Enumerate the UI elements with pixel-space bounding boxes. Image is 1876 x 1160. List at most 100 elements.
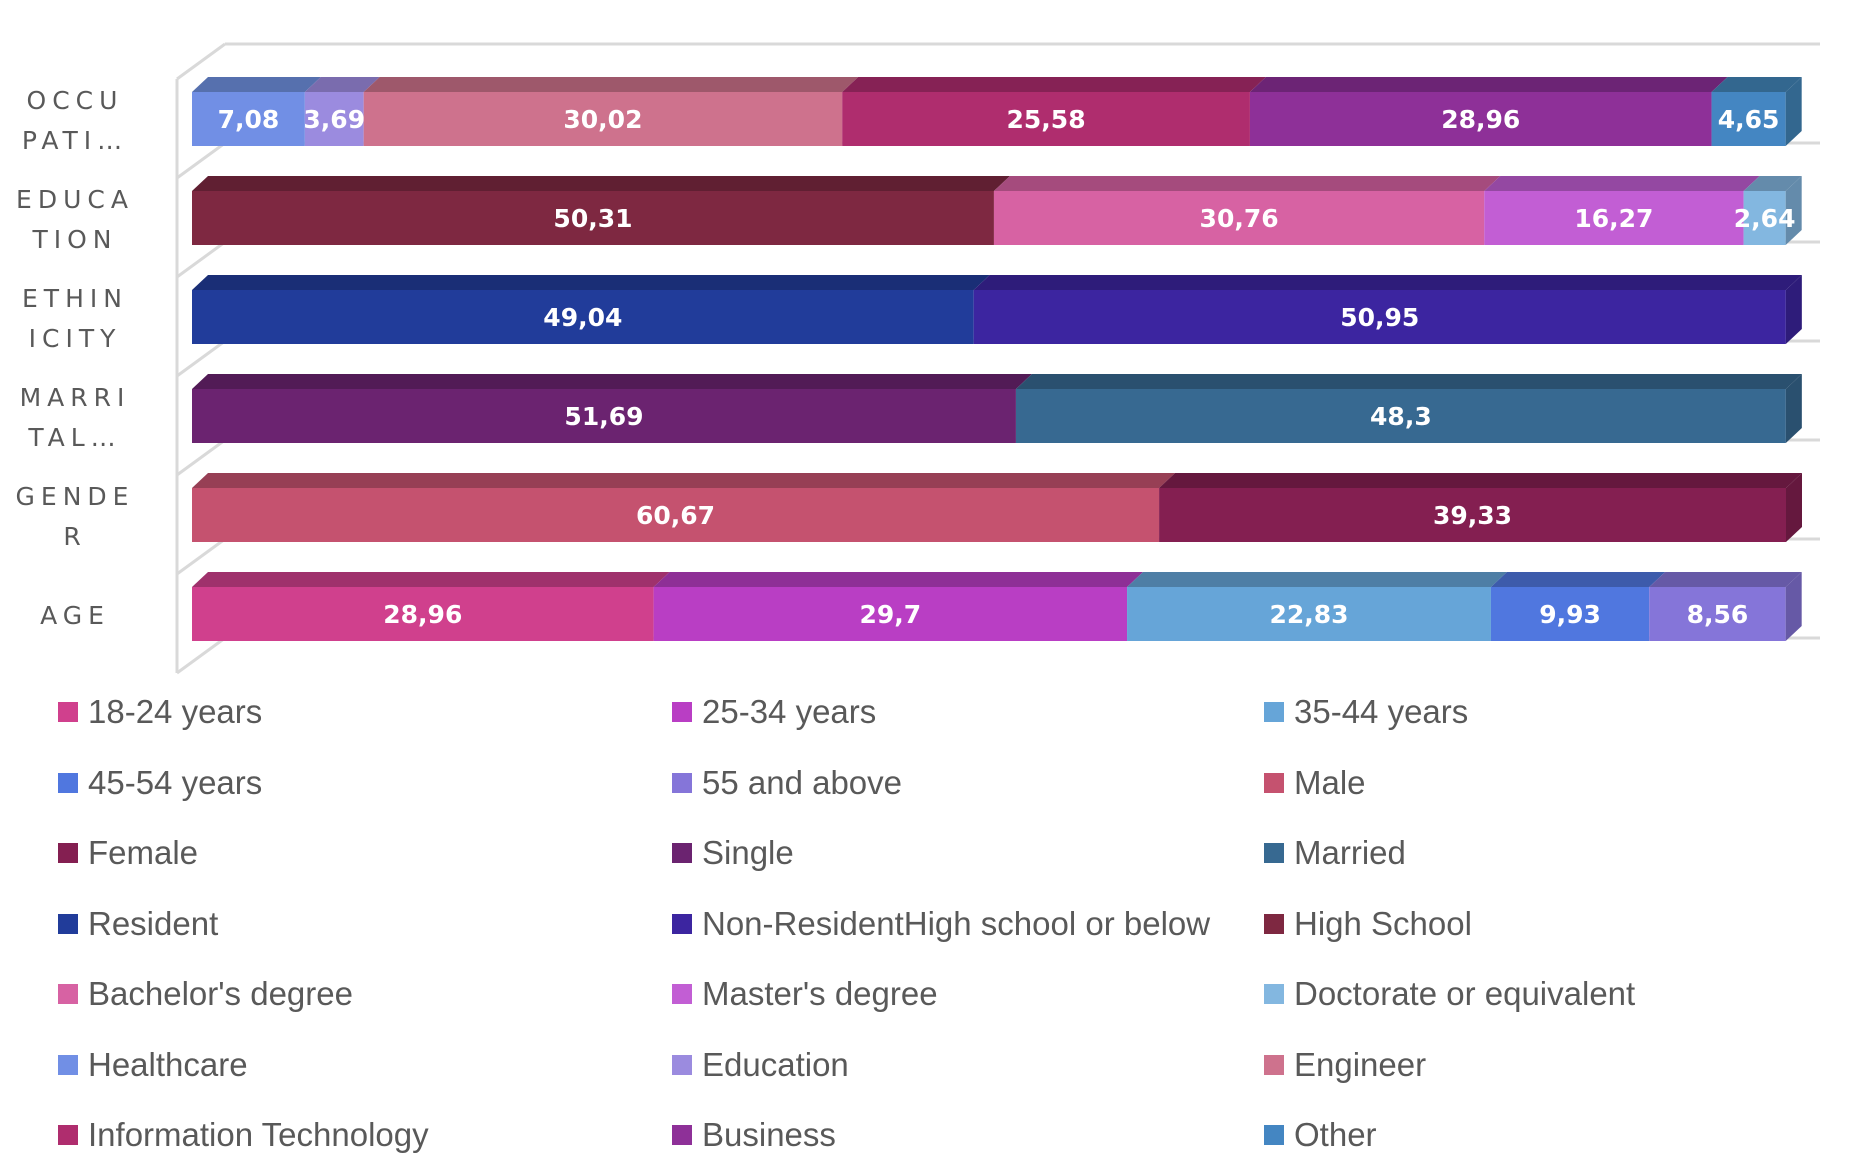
data-label: 22,83 xyxy=(1269,600,1348,629)
bar-segment-top xyxy=(1159,473,1802,488)
data-label: 50,95 xyxy=(1340,303,1419,332)
wall-diagonal xyxy=(176,339,226,378)
data-label: 28,96 xyxy=(1441,105,1520,134)
legend-label: Male xyxy=(1294,763,1366,801)
legend-item[interactable]: Information Technology xyxy=(58,1113,429,1157)
legend-label: Master's degree xyxy=(702,975,938,1012)
wall-diagonal xyxy=(176,636,226,675)
bar-segment-side xyxy=(1785,176,1802,245)
bar-segment xyxy=(842,92,1250,146)
legend-item[interactable]: Married xyxy=(1264,831,1406,875)
legend-item[interactable]: Business xyxy=(672,1113,836,1157)
category-label: MARRI TAL… xyxy=(19,383,131,452)
legend-item[interactable]: Education xyxy=(672,1043,849,1087)
legend-label: Non-ResidentHigh school or below xyxy=(702,904,1211,942)
bar-segment-top xyxy=(842,77,1266,92)
category-label: ETHIN ICITY xyxy=(22,284,128,353)
bar-segment xyxy=(1159,488,1786,542)
legend-label: Engineer xyxy=(1294,1045,1427,1083)
legend-swatch xyxy=(58,1125,78,1145)
bar-segment xyxy=(993,191,1485,245)
bar-segment-top xyxy=(1484,176,1760,191)
category-label: GENDE R xyxy=(15,482,135,551)
legend-item[interactable]: Single xyxy=(672,831,794,875)
legend-item[interactable]: 25-34 years xyxy=(672,690,876,734)
legend-label: Business xyxy=(702,1116,836,1153)
legend-swatch xyxy=(58,843,78,863)
bar-segment-top xyxy=(304,77,380,92)
bar-segment-side xyxy=(1786,473,1802,542)
legend-item[interactable]: Resident xyxy=(58,902,218,946)
legend-label: 18-24 years xyxy=(88,693,263,730)
bar-row-3: 51,69 48,3 xyxy=(192,374,1802,443)
legend-swatch xyxy=(672,984,692,1004)
legend-label: Healthcare xyxy=(88,1045,248,1083)
legend-swatch xyxy=(1264,1054,1284,1075)
bar-segment xyxy=(192,488,1160,542)
legend-item[interactable]: Other xyxy=(1264,1113,1377,1157)
bar-segment xyxy=(1015,389,1786,443)
legend-item[interactable]: 45-54 years xyxy=(58,761,262,805)
legend-item[interactable]: 35-44 years xyxy=(1264,690,1468,734)
legend-label: 55 and above xyxy=(702,763,903,801)
legend-item[interactable]: Engineer xyxy=(1264,1043,1426,1087)
legend-swatch xyxy=(1264,702,1284,722)
legend-label: 25-34 years xyxy=(702,693,877,730)
legend-item[interactable]: High School xyxy=(1264,902,1472,946)
data-label: 16,27 xyxy=(1574,204,1653,233)
data-label: 30,02 xyxy=(563,105,642,134)
bar-segment-top xyxy=(192,572,670,587)
bar-segment xyxy=(1127,587,1491,641)
legend-item[interactable]: Bachelor's degree xyxy=(58,972,353,1016)
bar-segment-side xyxy=(1785,572,1802,641)
legend-swatch xyxy=(58,702,78,722)
legend-item[interactable]: 55 and above xyxy=(672,761,902,805)
data-label: 51,69 xyxy=(564,402,643,431)
bar-segment-top xyxy=(973,275,1802,290)
legend-swatch xyxy=(58,984,78,1004)
bar-segment xyxy=(1249,92,1712,146)
legend-label: Resident xyxy=(88,904,219,942)
wall-diagonal xyxy=(176,42,226,81)
legend-label: Doctorate or equivalent xyxy=(1294,975,1636,1012)
bar-row-4: 60,67 39,33 xyxy=(192,473,1802,542)
legend-swatch xyxy=(672,1054,692,1075)
legend-item[interactable]: Master's degree xyxy=(672,972,938,1016)
bar-segment-top xyxy=(1743,176,1802,191)
data-label: 50,31 xyxy=(553,204,632,233)
bar-segment-top xyxy=(192,176,1010,191)
data-label: 3,69 xyxy=(303,105,365,134)
wall-diagonal xyxy=(176,537,226,576)
legend-swatch xyxy=(1264,984,1284,1004)
data-label: 29,7 xyxy=(859,600,921,629)
legend-swatch xyxy=(672,702,692,722)
legend-item[interactable]: Doctorate or equivalent xyxy=(1264,972,1635,1016)
bar-segment-side xyxy=(1785,77,1802,146)
bar-segment xyxy=(1711,92,1786,146)
data-label: 49,04 xyxy=(543,303,622,332)
legend-swatch xyxy=(58,1054,78,1075)
bar-segment-top xyxy=(1711,77,1802,92)
wall-diagonal xyxy=(176,141,226,180)
legend-item[interactable]: Non-ResidentHigh school or below xyxy=(672,902,1210,946)
legend-item[interactable]: Female xyxy=(58,831,198,875)
data-label: 30,76 xyxy=(1200,204,1279,233)
wall-diagonal xyxy=(176,438,226,477)
legend-swatch xyxy=(58,772,78,793)
bar-segment xyxy=(1743,191,1786,245)
bar-segment-top xyxy=(192,77,321,92)
bar-segment-top xyxy=(192,374,1032,389)
legend-label: Other xyxy=(1294,1116,1377,1153)
bar-segment xyxy=(653,587,1128,641)
legend-item[interactable]: Male xyxy=(1264,761,1366,805)
bar-segment-top xyxy=(192,275,990,290)
bar-segment xyxy=(363,92,843,146)
legend-item[interactable]: 18-24 years xyxy=(58,690,262,734)
bar-segment xyxy=(1490,587,1650,641)
bar-segment xyxy=(304,92,364,146)
data-label: 28,96 xyxy=(383,600,462,629)
legend-item[interactable]: Healthcare xyxy=(58,1043,248,1087)
bar-row-0: 7,08 3,69 30,02 25,58 28,96 4,65 xyxy=(192,77,1802,146)
bar-segment-top xyxy=(1127,572,1507,587)
bar-segment xyxy=(1484,191,1744,245)
